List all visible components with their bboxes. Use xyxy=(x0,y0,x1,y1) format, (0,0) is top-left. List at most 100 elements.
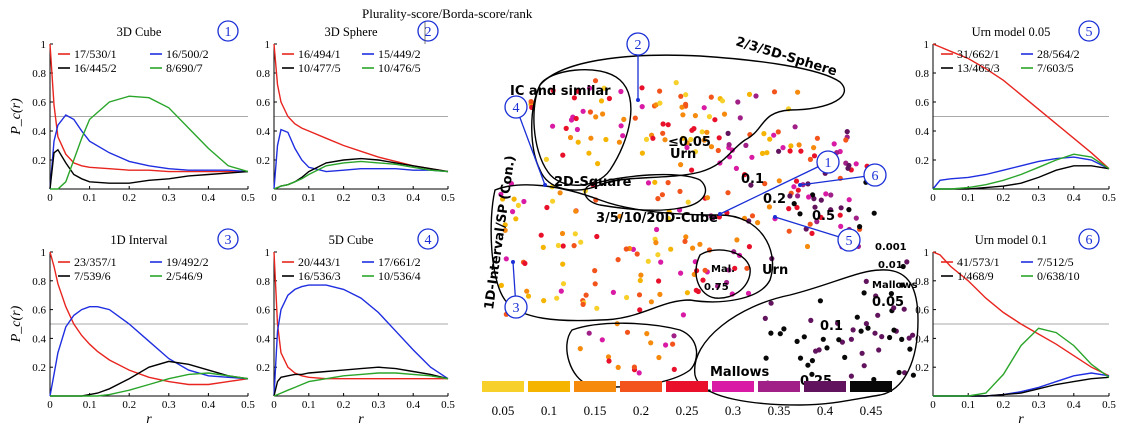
map-point xyxy=(574,126,581,133)
colorbar-label: 0.05 xyxy=(492,403,515,418)
map-point xyxy=(668,246,674,252)
y-tick-label: 1 xyxy=(924,39,930,51)
election-map: IC and similar 2/3/5D-Sphere 2D-Square 3/5/… xyxy=(482,32,919,418)
map-point xyxy=(891,327,897,333)
colorbar-swatch xyxy=(620,381,662,392)
map-point xyxy=(768,330,774,336)
map-point xyxy=(804,243,811,250)
panel-badge-number: 5 xyxy=(1086,25,1093,40)
legend-entry: 16/445/2 xyxy=(74,61,117,75)
map-point xyxy=(555,242,562,249)
map-point xyxy=(858,328,864,334)
y-tick-label: 0.4 xyxy=(256,333,270,345)
map-point xyxy=(502,222,508,228)
legend-entry: 23/357/1 xyxy=(74,255,117,269)
map-point xyxy=(850,327,856,333)
map-point xyxy=(706,114,713,120)
map-point xyxy=(702,267,708,273)
map-point xyxy=(648,299,655,305)
colorbar-label: 0.25 xyxy=(676,403,699,418)
map-point xyxy=(721,111,728,117)
map-point xyxy=(837,212,843,218)
map-point xyxy=(801,334,807,340)
legend-entry: 7/512/5 xyxy=(1037,255,1074,269)
map-point xyxy=(662,137,668,143)
map-point xyxy=(563,125,569,131)
map-point xyxy=(680,135,686,141)
plot-title: 3D Cube xyxy=(117,25,162,39)
map-point xyxy=(655,196,661,202)
map-point xyxy=(618,123,624,129)
map-point xyxy=(708,94,714,100)
colorbar-swatch xyxy=(804,381,846,392)
map-point xyxy=(498,282,504,288)
map-point xyxy=(683,101,689,107)
map-point xyxy=(729,147,735,153)
map-point xyxy=(810,192,816,198)
value-annotation: 0.5 xyxy=(812,209,835,224)
map-point xyxy=(623,246,629,252)
map-point xyxy=(910,372,917,378)
map-point xyxy=(725,130,731,136)
x-tick-label: 0 xyxy=(930,399,936,411)
series-line-41/573/1 xyxy=(932,251,1110,377)
map-point xyxy=(601,85,607,91)
map-point xyxy=(875,312,881,318)
colorbar-label: 0.15 xyxy=(584,403,607,418)
map-point xyxy=(573,115,579,122)
value-annotation: 0.1 xyxy=(741,172,764,187)
map-point xyxy=(575,139,581,145)
map-point xyxy=(606,95,613,102)
panel-badge xyxy=(1078,228,1100,250)
map-point xyxy=(616,139,623,145)
y-tick-label: 0.8 xyxy=(915,276,929,288)
map-point xyxy=(845,165,851,171)
value-annotation: 0.05 xyxy=(872,295,904,310)
series-line-7/539/6 xyxy=(50,360,249,397)
map-point xyxy=(715,147,721,154)
map-point xyxy=(861,363,867,369)
map-point xyxy=(624,329,631,335)
map-point xyxy=(655,252,661,258)
x-tick-label: 0.2 xyxy=(337,192,351,204)
map-point xyxy=(573,208,579,214)
y-tick-label: 0.6 xyxy=(256,305,270,317)
region-label: 3/5/10/20D-Cube xyxy=(596,211,718,226)
map-point xyxy=(811,153,818,159)
region-label: Mallows xyxy=(872,280,918,291)
map-point xyxy=(502,227,508,233)
map-point xyxy=(624,294,630,301)
legend-entry: 20/443/1 xyxy=(298,255,341,269)
panel-badge xyxy=(217,228,239,250)
map-point xyxy=(558,288,564,294)
map-point xyxy=(767,136,773,142)
map-point xyxy=(797,211,803,217)
x-tick-label: 0.1 xyxy=(961,192,975,204)
map-point xyxy=(543,156,550,162)
map-point xyxy=(690,245,696,251)
colorbar-swatch xyxy=(482,381,524,392)
map-point xyxy=(763,355,769,361)
badge-arrowhead xyxy=(718,212,722,216)
map-point xyxy=(745,290,752,296)
map-badge xyxy=(626,32,650,56)
map-point xyxy=(606,358,612,364)
map-point xyxy=(704,195,711,201)
series-line-16/500/2 xyxy=(49,114,249,190)
map-point xyxy=(678,162,684,168)
map-point xyxy=(853,215,859,221)
x-tick-label: 0.4 xyxy=(202,192,216,204)
map-point xyxy=(762,181,768,187)
map-point xyxy=(814,219,820,225)
map-point xyxy=(842,354,848,360)
map-point xyxy=(906,335,912,341)
map-point xyxy=(659,192,666,198)
y-tick-label: 0.4 xyxy=(915,126,929,138)
panel-badge-number: 2 xyxy=(425,25,432,40)
legend-entry: 2/546/9 xyxy=(166,269,203,283)
map-point xyxy=(744,265,750,271)
map-point xyxy=(809,230,815,236)
series-line-17/530/1 xyxy=(49,43,248,173)
y-tick-label: 0.2 xyxy=(256,155,270,167)
